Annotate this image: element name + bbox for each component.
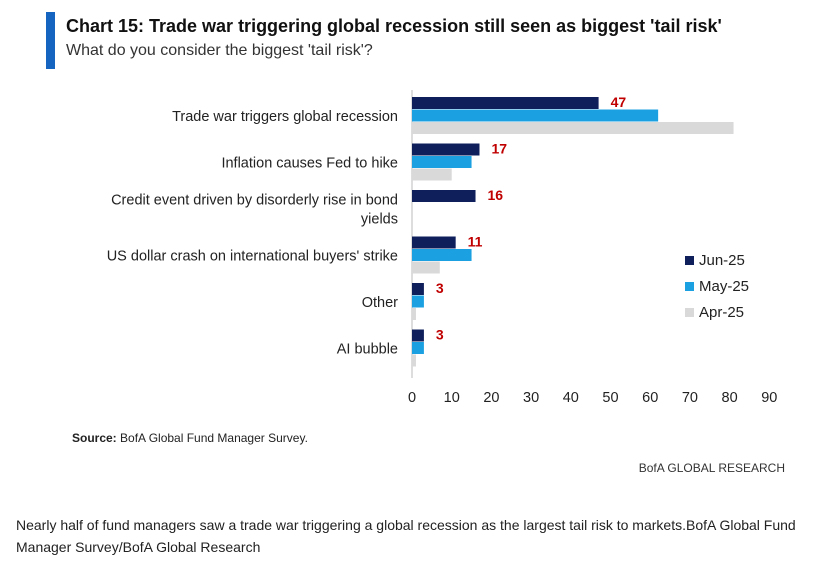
bar-apr-25 <box>412 122 734 134</box>
x-tick-label: 30 <box>523 390 539 406</box>
bar-apr-25 <box>412 168 452 181</box>
bar-jun-25 <box>412 236 456 249</box>
bar-may-25 <box>412 109 659 122</box>
legend-label-may-25: May-25 <box>699 278 749 295</box>
category-label: AI bubble <box>337 341 398 357</box>
category-label-line: yields <box>361 211 398 227</box>
bar-apr-25 <box>412 354 416 367</box>
source-note: Source: BofA Global Fund Manager Survey. <box>72 431 308 445</box>
x-tick-label: 0 <box>408 390 416 406</box>
data-label: 3 <box>436 327 444 343</box>
x-tick-label: 90 <box>761 390 777 406</box>
bar-jun-25 <box>412 283 424 295</box>
chart-title: Chart 15: Trade war triggering global re… <box>66 16 722 36</box>
bar-jun-25 <box>412 97 599 109</box>
bar-chart: Trade war triggers global recession 47 Inf… <box>107 90 777 406</box>
legend-swatch-jun-25 <box>685 256 694 265</box>
bar-jun-25 <box>412 190 476 202</box>
source-text: BofA Global Fund Manager Survey. <box>116 431 308 445</box>
x-tick-label: 10 <box>444 390 460 406</box>
legend-label-jun-25: Jun-25 <box>699 252 745 269</box>
legend-swatch-may-25 <box>685 282 694 291</box>
bar-may-25 <box>412 156 472 168</box>
category-label: Credit event driven by disorderly rise i… <box>111 192 398 227</box>
category-label-line: Inflation causes Fed to hike <box>221 155 398 171</box>
bar-may-25 <box>412 295 424 308</box>
legend-label-apr-25: Apr-25 <box>699 304 744 321</box>
bar-apr-25 <box>412 308 416 320</box>
image-caption: Nearly half of fund managers saw a trade… <box>16 517 796 555</box>
brand-label: BofA GLOBAL RESEARCH <box>638 461 785 475</box>
data-label: 17 <box>491 141 507 157</box>
x-tick-label: 40 <box>563 390 579 406</box>
category-label-line: Credit event driven by disorderly rise i… <box>111 192 398 208</box>
data-label: 47 <box>611 94 627 110</box>
category-label-line: Trade war triggers global recession <box>172 109 398 125</box>
category-label-line: US dollar crash on international buyers'… <box>107 248 398 264</box>
x-tick-label: 70 <box>682 390 698 406</box>
data-label: 16 <box>488 187 504 203</box>
source-label: Source: <box>72 431 117 445</box>
bar-may-25 <box>412 342 424 354</box>
category-label: Other <box>362 295 398 311</box>
bar-jun-25 <box>412 329 424 342</box>
x-tick-label: 20 <box>483 390 499 406</box>
title-accent-bar <box>46 12 55 69</box>
bar-may-25 <box>412 249 472 261</box>
data-label: 3 <box>436 280 444 296</box>
data-label: 11 <box>468 234 483 250</box>
chart-subtitle: What do you consider the biggest 'tail r… <box>66 42 373 59</box>
category-label: Trade war triggers global recession <box>172 109 398 125</box>
legend-swatch-apr-25 <box>685 308 694 317</box>
bar-jun-25 <box>412 143 480 156</box>
category-label: Inflation causes Fed to hike <box>221 155 398 171</box>
x-tick-label: 50 <box>602 390 618 406</box>
category-label-line: Other <box>362 295 398 311</box>
x-tick-label: 80 <box>722 390 738 406</box>
category-label-line: AI bubble <box>337 341 398 357</box>
bar-apr-25 <box>412 261 440 274</box>
x-tick-label: 60 <box>642 390 658 406</box>
category-label: US dollar crash on international buyers'… <box>107 248 398 264</box>
